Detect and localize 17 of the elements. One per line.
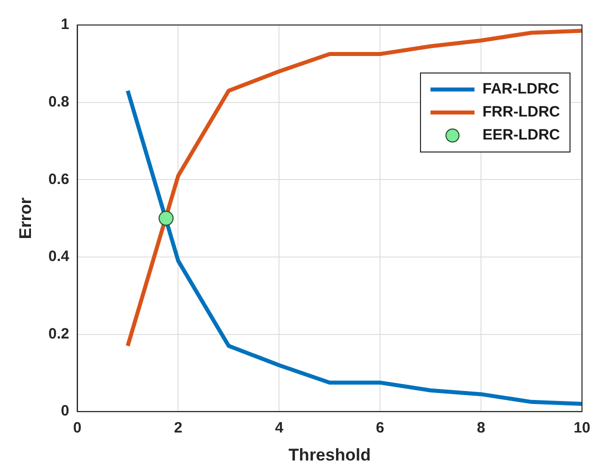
y-tick-label: 0 (60, 402, 70, 420)
legend-label: FRR-LDRC (482, 104, 560, 121)
x-tick-label: 10 (574, 420, 590, 437)
y-axis-title: Error (16, 197, 35, 240)
y-tick-label: 0.6 (48, 170, 70, 188)
y-tick-label: 0.8 (48, 93, 70, 110)
x-tick-label: 6 (376, 420, 384, 437)
y-tick-label: 0.4 (48, 248, 70, 266)
legend-label: EER-LDRC (482, 126, 560, 144)
x-axis-title: Threshold (288, 445, 371, 464)
x-tick-label: 8 (476, 420, 486, 437)
x-tick-label: 0 (73, 420, 82, 437)
x-tick-label: 4 (274, 420, 284, 437)
y-tick-label: 0.2 (48, 325, 70, 342)
x-tick-label: 2 (174, 420, 182, 437)
legend-label: FAR-LDRC (482, 80, 560, 98)
y-tick-label: 1 (60, 16, 70, 34)
